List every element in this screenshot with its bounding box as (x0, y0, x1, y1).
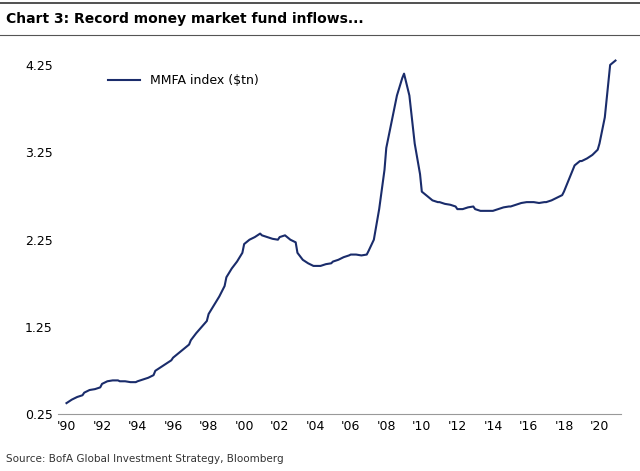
Text: Chart 3: Record money market fund inflows...: Chart 3: Record money market fund inflow… (6, 12, 364, 26)
Line: MMFA index ($tn): MMFA index ($tn) (67, 61, 616, 403)
MMFA index ($tn) (98, 381, 106, 387)
MMFA index ($tn) (612, 58, 620, 64)
MMFA index ($tn) (381, 167, 388, 172)
MMFA index ($tn) (63, 400, 70, 406)
MMFA index ($tn) (606, 62, 614, 68)
MMFA index ($tn) (223, 275, 230, 280)
MMFA index ($tn) (68, 397, 76, 402)
MMFA index ($tn) (168, 357, 175, 363)
Text: Source: BofA Global Investment Strategy, Bloomberg: Source: BofA Global Investment Strategy,… (6, 454, 284, 464)
Legend: MMFA index ($tn): MMFA index ($tn) (103, 69, 263, 92)
